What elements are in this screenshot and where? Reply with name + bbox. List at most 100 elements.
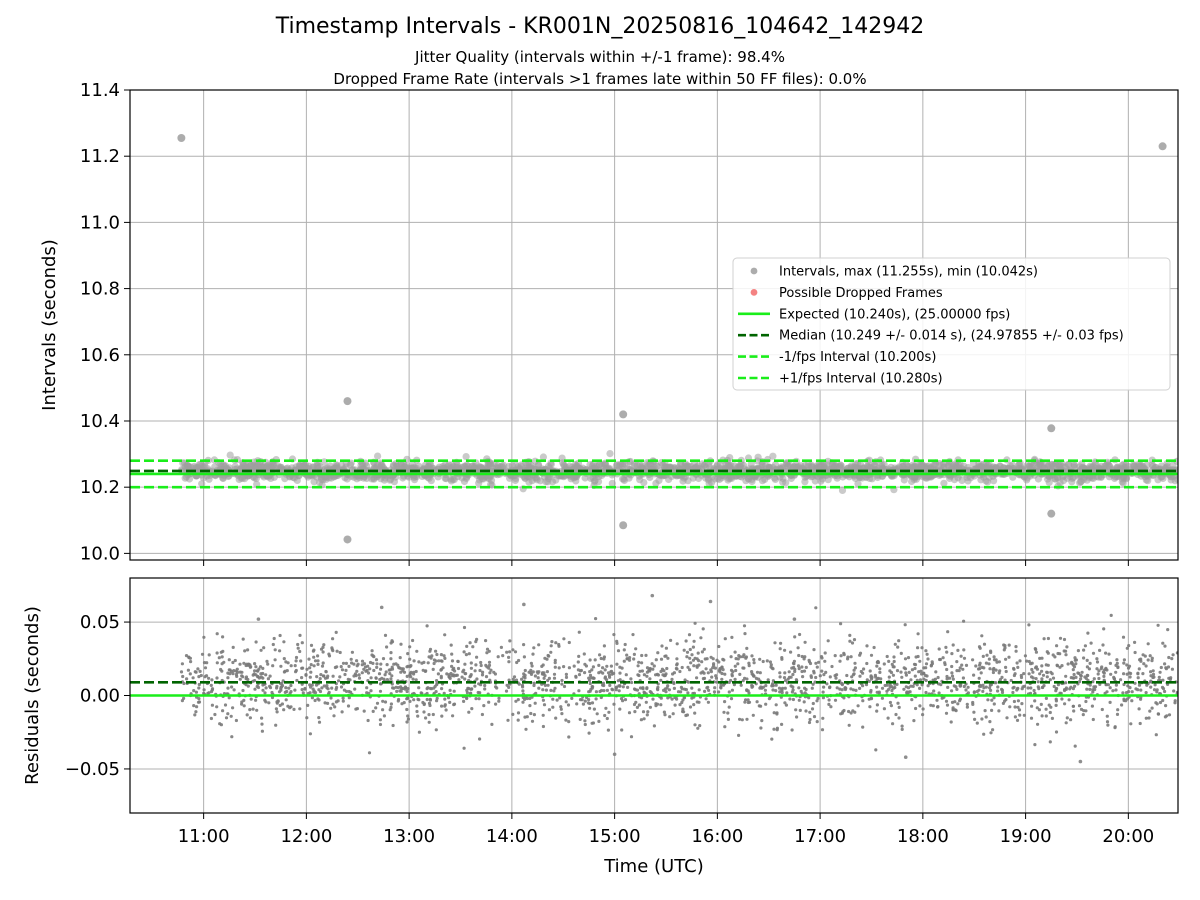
residuals-point (471, 645, 475, 649)
residuals-point (232, 669, 236, 673)
residuals-point (1012, 673, 1017, 678)
residuals-point (381, 699, 385, 703)
residuals-point (1102, 674, 1106, 679)
residuals-point (897, 716, 901, 720)
residuals-point (921, 713, 925, 717)
intervals-point (797, 462, 805, 470)
residuals-point (641, 710, 646, 714)
residuals-point (759, 726, 763, 730)
residuals-point (460, 675, 464, 679)
residuals-point (1074, 675, 1078, 680)
residuals-point (432, 686, 436, 690)
residuals-point (1130, 699, 1134, 703)
residuals-point (594, 690, 599, 694)
residuals-point (1141, 672, 1145, 676)
residuals-point (1167, 655, 1171, 660)
residuals-point (935, 698, 939, 702)
residuals-point (606, 728, 611, 732)
residuals-point (532, 683, 536, 688)
residuals-point (210, 678, 214, 682)
residuals-point (697, 688, 701, 692)
residuals-point (886, 716, 890, 720)
residuals-point (246, 648, 250, 652)
residuals-point (230, 735, 234, 739)
residuals-point (945, 667, 949, 672)
residuals-point (695, 676, 699, 680)
residuals-point (1128, 675, 1132, 679)
residuals-point (529, 672, 534, 677)
residuals-point (542, 676, 546, 680)
residuals-point (631, 633, 635, 637)
residuals-point (861, 684, 865, 688)
residuals-point (680, 687, 684, 691)
residuals-point (254, 698, 258, 702)
residuals-point (422, 702, 426, 707)
residuals-point (1063, 688, 1067, 692)
residuals-point (772, 711, 776, 715)
residuals-point (1072, 709, 1076, 713)
intervals-point (790, 463, 798, 471)
residuals-point (450, 659, 455, 663)
residuals-point (624, 673, 628, 677)
residuals-point (976, 667, 981, 671)
residuals-point (368, 660, 373, 665)
residuals-point (1149, 670, 1153, 674)
residuals-point (437, 659, 441, 663)
residuals-point (907, 670, 911, 675)
residuals-point (833, 674, 837, 678)
intervals-point (769, 452, 777, 460)
residuals-point (1073, 656, 1077, 660)
residuals-point (784, 703, 789, 707)
residuals-point (456, 666, 461, 671)
residuals-point (606, 671, 611, 675)
residuals-point (452, 702, 457, 706)
residuals-point (659, 669, 663, 674)
residuals-point (663, 713, 667, 717)
residuals-point (1017, 708, 1022, 712)
residuals-point (341, 661, 346, 665)
intervals-point (1077, 477, 1085, 486)
residuals-point (242, 704, 246, 708)
residuals-point (248, 716, 252, 720)
residuals-point (1046, 636, 1050, 641)
residuals-point (632, 657, 636, 661)
residuals-point (412, 659, 416, 663)
residuals-point (996, 685, 1000, 689)
intervals-point (856, 473, 864, 482)
residuals-point (368, 667, 372, 671)
residuals-point (549, 688, 553, 693)
residuals-point (547, 654, 551, 658)
residuals-point (605, 716, 609, 721)
residuals-point (816, 696, 820, 701)
residuals-point (888, 669, 892, 673)
residuals-point (567, 720, 571, 724)
residuals-point (1115, 658, 1119, 662)
residuals-point (922, 677, 926, 681)
residuals-point (796, 664, 801, 668)
residuals-point (875, 703, 880, 707)
residuals-point (295, 678, 299, 683)
residuals-point (685, 679, 689, 684)
residuals-point (385, 663, 389, 667)
residuals-point (454, 673, 458, 678)
residuals-point (245, 662, 249, 666)
residuals-point (904, 671, 908, 675)
residuals-point (210, 688, 214, 692)
residuals-point (923, 673, 928, 678)
residuals-point (675, 662, 679, 666)
residuals-point (469, 691, 473, 695)
legend-label-3: Median (10.249 +/- 0.014 s), (24.97855 +… (779, 329, 1124, 344)
residuals-point (1152, 688, 1157, 692)
residuals-point (443, 704, 447, 708)
residuals-point (872, 645, 876, 650)
residuals-point (668, 715, 672, 719)
residuals-point (703, 689, 707, 694)
residuals-point (981, 654, 985, 659)
residuals-point (909, 684, 913, 688)
residuals-point (685, 650, 690, 654)
residuals-point (984, 661, 989, 665)
residuals-point (310, 683, 314, 687)
residuals-xtick-label-4: 15:00 (589, 826, 641, 847)
residuals-point (932, 689, 936, 693)
residuals-point (1076, 649, 1080, 653)
